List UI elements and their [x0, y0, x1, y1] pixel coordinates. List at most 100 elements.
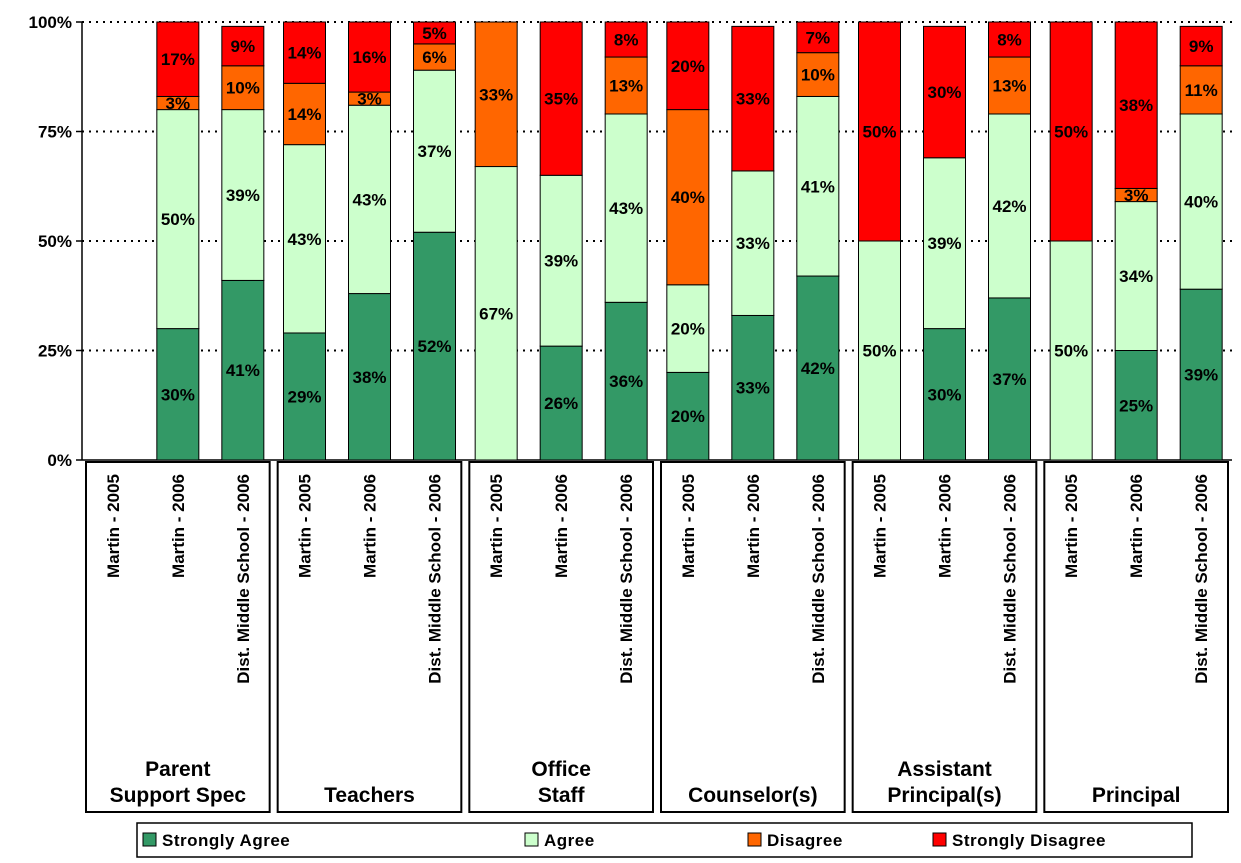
bar-category-label: Martin - 2005 [871, 474, 890, 578]
data-label: 40% [1184, 193, 1218, 212]
data-label: 14% [287, 44, 321, 63]
bar-segment [988, 56, 1031, 115]
legend-label: Agree [544, 831, 595, 850]
data-label: 50% [161, 210, 195, 229]
data-label: 3% [166, 94, 191, 113]
bar-segment [283, 144, 326, 334]
bar-segment [796, 275, 840, 461]
group-label: Assistant [897, 758, 992, 781]
bar-segment [413, 231, 456, 461]
bar-segment [413, 21, 456, 45]
bar-category-label: Dist. Middle School - 2006 [1192, 474, 1211, 684]
group-label: Support Spec [110, 784, 247, 807]
data-label: 20% [671, 320, 705, 339]
data-label: 9% [231, 37, 256, 56]
bar-segment [283, 21, 326, 84]
legend-swatch [932, 832, 947, 847]
data-label: 9% [1189, 37, 1214, 56]
category-box [85, 461, 271, 813]
data-label: 33% [736, 234, 770, 253]
data-label: 5% [422, 24, 447, 43]
bar-segment [923, 25, 966, 159]
bar-segment [988, 113, 1031, 299]
bar-category-label: Martin - 2005 [296, 474, 315, 578]
bar-segment [1114, 350, 1158, 461]
data-label: 10% [801, 66, 835, 85]
bar-segment [858, 240, 901, 461]
category-box [1043, 461, 1230, 813]
data-label: 36% [609, 372, 643, 391]
data-label: 42% [801, 359, 835, 378]
data-label: 37% [992, 370, 1026, 389]
data-label: 39% [544, 252, 578, 271]
bar-category-label: Martin - 2006 [744, 474, 763, 578]
bar-segment [348, 104, 391, 295]
data-label: 8% [614, 31, 639, 50]
category-box [660, 461, 846, 813]
bar-category-label: Martin - 2005 [487, 474, 506, 578]
legend-label: Strongly Disagree [952, 831, 1106, 850]
data-label: 10% [226, 79, 260, 98]
legend-box [136, 822, 1193, 858]
y-tick-label: 75% [38, 123, 72, 142]
bar-category-label: Dist. Middle School - 2006 [1001, 474, 1020, 684]
bar-segment [796, 95, 840, 277]
data-label: 50% [1054, 342, 1088, 361]
data-label: 50% [862, 123, 896, 142]
bar-segment [604, 301, 648, 461]
bar-segment [221, 279, 265, 461]
y-tick-label: 50% [38, 232, 72, 251]
group-label: Office [531, 758, 591, 781]
y-tick-label: 25% [38, 342, 72, 361]
legend-swatch [524, 832, 539, 847]
data-label: 34% [1119, 267, 1153, 286]
data-label: 3% [357, 90, 382, 109]
bar-segment [221, 109, 265, 281]
data-label: 16% [352, 48, 386, 67]
bar-segment [1179, 288, 1223, 461]
bar-segment [539, 174, 583, 347]
group-label: Counselor(s) [688, 784, 818, 807]
bar-category-label: Martin - 2006 [361, 474, 380, 578]
data-label: 25% [1119, 396, 1153, 415]
data-label: 26% [544, 394, 578, 413]
bar-category-label: Dist. Middle School - 2006 [234, 474, 253, 684]
data-label: 13% [992, 77, 1026, 96]
category-box [276, 461, 463, 813]
data-label: 38% [1119, 96, 1153, 115]
group-label: Parent [145, 758, 210, 781]
bar-segment [156, 109, 200, 330]
bar-segment [156, 21, 200, 97]
data-label: 30% [927, 83, 961, 102]
bar-segment [796, 21, 840, 54]
data-label: 43% [287, 230, 321, 249]
bar-segment [283, 332, 326, 461]
legend-swatch [142, 832, 157, 847]
bar-segment [1179, 25, 1223, 67]
bar-segment [283, 82, 326, 146]
bar-category-label: Martin - 2006 [1127, 474, 1146, 578]
group-label: Principal(s) [887, 784, 1001, 807]
data-label: 33% [479, 85, 513, 104]
data-label: 11% [1185, 81, 1218, 100]
bar-category-label: Martin - 2005 [104, 474, 123, 578]
bar-segment [731, 314, 775, 461]
bar-segment [1049, 21, 1093, 242]
data-label: 8% [997, 31, 1022, 50]
bar-segment [666, 21, 710, 111]
bar-segment [604, 113, 648, 303]
data-label: 43% [609, 199, 643, 218]
bar-category-label: Dist. Middle School - 2006 [617, 474, 636, 684]
bar-segment [348, 21, 391, 93]
bar-segment [858, 21, 901, 242]
bar-category-label: Dist. Middle School - 2006 [426, 474, 445, 684]
data-label: 6% [422, 48, 447, 67]
bar-category-label: Dist. Middle School - 2006 [809, 474, 828, 684]
bar-segment [1179, 65, 1223, 115]
bar-segment [988, 21, 1031, 58]
bar-segment [731, 170, 775, 316]
data-label: 29% [287, 387, 321, 406]
data-label: 17% [161, 50, 195, 69]
bar-category-label: Martin - 2005 [679, 474, 698, 578]
